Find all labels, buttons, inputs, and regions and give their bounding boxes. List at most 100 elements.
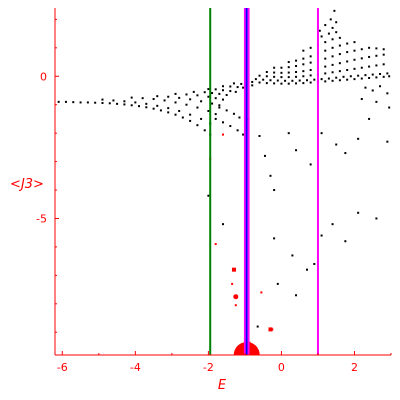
data-point — [368, 55, 371, 58]
data-point — [269, 174, 272, 177]
data-point — [309, 46, 312, 49]
data-point — [309, 81, 312, 84]
data-point — [284, 79, 287, 82]
data-point — [236, 129, 239, 132]
data-point — [331, 223, 334, 226]
data-point — [295, 75, 298, 78]
data-point — [309, 69, 312, 72]
data-point — [324, 41, 327, 44]
data-point — [375, 76, 378, 79]
data-point — [145, 102, 148, 105]
data-point — [64, 100, 67, 103]
data-point — [167, 107, 170, 110]
data-point — [238, 116, 241, 119]
data-point — [214, 113, 217, 116]
data-point — [353, 58, 356, 61]
data-point — [388, 75, 391, 78]
data-point — [338, 79, 341, 82]
data-point — [320, 132, 323, 135]
data-point — [353, 78, 356, 81]
data-point — [218, 92, 221, 95]
data-point — [152, 98, 155, 101]
data-point — [320, 78, 323, 81]
data-point — [57, 100, 60, 103]
data-point — [200, 117, 203, 120]
data-point — [185, 103, 188, 106]
data-point — [302, 49, 305, 52]
data-point — [386, 72, 389, 75]
data-point — [234, 90, 237, 93]
data-point — [222, 85, 224, 88]
data-point — [338, 36, 341, 39]
data-point — [302, 82, 305, 85]
data-point — [335, 76, 338, 79]
data-point — [189, 98, 192, 101]
data-point — [196, 94, 199, 97]
data-point — [344, 240, 347, 243]
data-point — [233, 294, 239, 300]
data-point — [295, 65, 298, 68]
data-point — [318, 29, 321, 32]
data-point — [258, 81, 261, 84]
y-tick-label: -5 — [36, 212, 47, 225]
data-point — [353, 41, 356, 44]
data-point — [327, 77, 330, 80]
data-point — [268, 327, 273, 332]
data-point — [368, 76, 371, 79]
data-point — [302, 70, 305, 73]
data-point — [324, 72, 327, 75]
data-point — [346, 60, 349, 63]
data-point — [382, 48, 385, 51]
data-point — [335, 143, 338, 146]
data-point — [331, 63, 334, 66]
data-point — [258, 134, 261, 137]
data-point — [192, 90, 195, 93]
data-point — [291, 79, 294, 82]
data-point — [331, 26, 334, 29]
data-point — [287, 66, 290, 69]
data-point — [386, 140, 389, 143]
data-point — [302, 63, 305, 66]
data-point — [260, 291, 263, 294]
data-point — [231, 267, 236, 272]
data-point — [324, 65, 327, 68]
data-point — [234, 304, 237, 307]
data-point — [134, 101, 137, 104]
data-point — [335, 21, 338, 24]
data-point — [309, 61, 312, 64]
data-point — [338, 62, 341, 65]
data-point — [353, 67, 356, 70]
data-point — [196, 124, 199, 127]
data-point — [214, 243, 217, 246]
data-point — [320, 35, 323, 38]
data-point — [331, 79, 334, 82]
data-point — [379, 85, 382, 88]
data-point — [200, 100, 203, 103]
data-point — [368, 117, 371, 120]
data-point — [265, 70, 268, 73]
data-point — [196, 106, 199, 109]
data-point — [181, 116, 184, 119]
data-point — [265, 75, 268, 78]
data-point — [273, 82, 276, 85]
data-point — [353, 49, 356, 52]
data-point — [222, 98, 224, 101]
data-point — [269, 79, 272, 82]
data-point — [214, 97, 217, 100]
data-point — [218, 106, 221, 109]
data-point — [273, 75, 276, 78]
data-point — [335, 31, 338, 34]
data-point — [324, 49, 327, 52]
data-point — [331, 38, 334, 41]
data-point — [222, 133, 224, 136]
data-point — [375, 217, 378, 220]
data-point — [159, 109, 162, 112]
data-point — [178, 109, 181, 112]
data-point — [295, 294, 298, 297]
data-point — [276, 79, 279, 82]
data-point — [211, 92, 214, 95]
data-point — [174, 92, 177, 95]
data-point — [123, 103, 126, 106]
data-point — [207, 194, 210, 197]
